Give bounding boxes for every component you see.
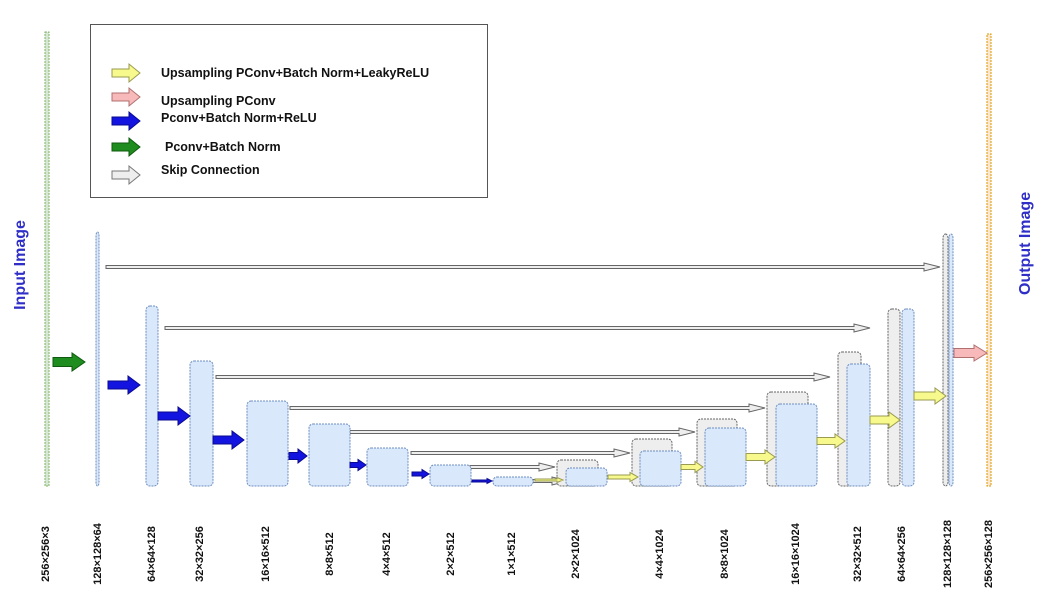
- size-label: 4×4×1024: [654, 529, 666, 579]
- relu-arrow-2: [212, 430, 245, 450]
- relu-arrow-3: [288, 447, 308, 465]
- relu-arrow-6: [471, 477, 494, 485]
- legend: Upsampling PConv+Batch Norm+LeakyReLU Up…: [90, 24, 488, 198]
- upsampling-pconv-arrow: [953, 344, 988, 362]
- leakyrelu-arrow-0: [534, 476, 565, 484]
- encoder-block-6: [429, 464, 472, 487]
- skip-connection-arrow-0: [105, 262, 941, 272]
- skip-connection-arrow-2: [215, 372, 831, 382]
- pconv-bn-arrow: [52, 352, 86, 372]
- encoder-block-3: [246, 400, 289, 487]
- decoder-block-3: [775, 403, 818, 487]
- size-label: 1×1×512: [506, 532, 518, 576]
- legend-item-pconv-bn-relu: Pconv+Batch Norm+ReLU: [109, 109, 317, 133]
- size-label: 4×4×512: [381, 532, 393, 576]
- size-label: 2×2×512: [445, 532, 457, 576]
- size-label: 64×64×128: [146, 526, 158, 582]
- blue-arrow-icon: [111, 110, 141, 132]
- decoder-block-0: [565, 467, 608, 487]
- leakyrelu-arrow-4: [816, 433, 846, 449]
- legend-label: Pconv+Batch Norm: [165, 140, 281, 154]
- size-label: 256×256×3: [40, 526, 52, 582]
- encoder-block-0: [95, 231, 100, 487]
- encoder-block-7: [492, 476, 534, 487]
- green-arrow-icon: [111, 136, 141, 158]
- legend-label: Upsampling PConv: [161, 94, 276, 108]
- skip-connection-arrow-5: [410, 448, 631, 458]
- size-label: 8×8×1024: [719, 529, 731, 579]
- relu-arrow-4: [349, 458, 367, 472]
- size-label: 16×16×1024: [790, 523, 802, 585]
- encoder-block-4: [308, 423, 351, 487]
- leakyrelu-arrow-5: [869, 411, 901, 429]
- leakyrelu-arrow-3: [745, 449, 776, 465]
- size-label: 32×32×512: [852, 526, 864, 582]
- size-label: 256×256×128: [983, 520, 995, 588]
- input-image-strip: [44, 31, 50, 487]
- skip-connection-arrow-4: [349, 427, 696, 437]
- legend-label: Upsampling PConv+Batch Norm+LeakyReLU: [161, 66, 430, 80]
- decoder-block-1: [639, 450, 682, 487]
- legend-label: Pconv+Batch Norm+ReLU: [161, 111, 317, 125]
- leakyrelu-arrow-6: [913, 387, 947, 405]
- skip-connection-arrow-6: [469, 462, 556, 472]
- legend-label: Skip Connection: [161, 163, 260, 177]
- yellow-arrow-icon: [111, 62, 141, 84]
- decoder-skip-block-5: [887, 308, 901, 487]
- skip-connection-arrow-3: [289, 403, 766, 413]
- size-label: 32×32×256: [194, 526, 206, 582]
- size-label: 8×8×512: [324, 532, 336, 576]
- input-image-label: Input Image: [12, 220, 29, 310]
- legend-item-upsampling-pconv: Upsampling PConv: [109, 85, 276, 109]
- relu-arrow-0: [107, 375, 141, 395]
- size-label: 128×128×64: [92, 523, 104, 585]
- size-label: 128×128×128: [942, 520, 954, 588]
- legend-item-upsampling-pconv-bn-leakyrelu: Upsampling PConv+Batch Norm+LeakyReLU: [109, 61, 429, 85]
- size-label: 64×64×256: [896, 526, 908, 582]
- encoder-block-2: [189, 360, 214, 487]
- output-image-strip: [986, 33, 992, 487]
- legend-item-pconv-bn: Pconv+Batch Norm: [109, 135, 281, 159]
- decoder-block-4: [846, 363, 871, 487]
- output-image-label: Output Image: [1017, 191, 1034, 295]
- relu-arrow-5: [411, 468, 430, 480]
- decoder-block-6: [948, 233, 954, 487]
- relu-arrow-1: [157, 406, 191, 426]
- decoder-block-5: [901, 308, 915, 487]
- skip-connection-arrow-1: [164, 323, 871, 333]
- leakyrelu-arrow-1: [607, 471, 640, 483]
- encoder-block-5: [366, 447, 409, 487]
- pink-arrow-icon: [111, 86, 141, 108]
- gray-arrow-icon: [111, 164, 141, 186]
- decoder-block-2: [704, 427, 747, 487]
- legend-item-skip-connection: Skip Connection: [109, 163, 260, 187]
- decoder-skip-block-6: [942, 233, 949, 487]
- leakyrelu-arrow-2: [680, 460, 704, 474]
- encoder-block-1: [145, 305, 159, 487]
- size-label: 16×16×512: [260, 526, 272, 582]
- size-label: 2×2×1024: [570, 529, 582, 579]
